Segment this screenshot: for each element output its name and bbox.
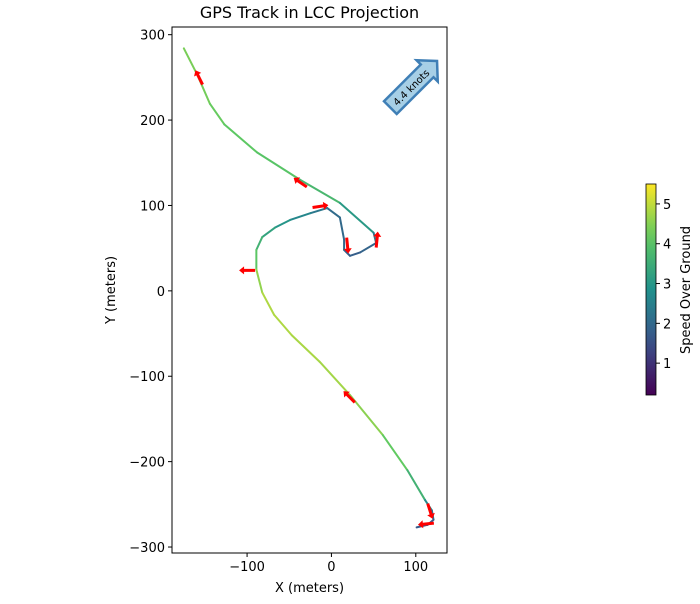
track-segment bbox=[359, 242, 378, 254]
heading-arrow-shape bbox=[343, 237, 352, 254]
plot-frame bbox=[171, 26, 448, 554]
annotation-arrow-icon bbox=[382, 58, 440, 116]
heading-arrow bbox=[343, 391, 356, 404]
y-tick-label: 0 bbox=[157, 285, 165, 300]
heading-arrow-shape bbox=[373, 231, 382, 248]
heading-arrow bbox=[343, 237, 352, 254]
y-tick-label: −200 bbox=[129, 456, 165, 471]
track-segment bbox=[406, 469, 427, 502]
track-segment bbox=[338, 216, 346, 241]
y-tick-label: 300 bbox=[140, 29, 165, 44]
track-segment bbox=[343, 248, 351, 257]
x-tick-label: −100 bbox=[229, 560, 265, 575]
x-tick-label: 0 bbox=[327, 560, 335, 575]
track-segment bbox=[338, 201, 375, 234]
y-tick-label: −100 bbox=[129, 370, 165, 385]
x-tick-label: 100 bbox=[403, 560, 428, 575]
chart-title: GPS Track in LCC Projection bbox=[200, 3, 419, 22]
heading-arrow-shape bbox=[417, 520, 435, 529]
heading-arrow-shape bbox=[426, 503, 435, 519]
track-segment bbox=[261, 291, 276, 316]
track-segment bbox=[273, 218, 292, 229]
track-segment bbox=[290, 334, 321, 363]
colorbar-tick-label: 1 bbox=[663, 357, 671, 372]
track-segment bbox=[273, 313, 293, 337]
x-axis-label: X (meters) bbox=[275, 581, 344, 596]
colorbar-tick-label: 5 bbox=[663, 198, 671, 213]
heading-arrow bbox=[417, 520, 435, 529]
heading-arrow-shape bbox=[194, 70, 204, 86]
y-tick-label: −300 bbox=[129, 541, 165, 556]
track-segment bbox=[289, 212, 312, 221]
track-segment bbox=[348, 251, 362, 257]
heading-arrow-shape bbox=[293, 177, 308, 189]
colorbar bbox=[645, 183, 657, 396]
heading-arrow-shape bbox=[312, 201, 329, 210]
track-segment bbox=[255, 236, 264, 251]
y-tick-label: 100 bbox=[140, 199, 165, 214]
heading-arrow bbox=[239, 266, 256, 275]
track-segment bbox=[256, 151, 302, 181]
colorbar-tick-label: 3 bbox=[663, 278, 671, 293]
track-segment bbox=[182, 47, 199, 76]
heading-arrow bbox=[426, 503, 435, 519]
track-segment bbox=[326, 207, 341, 219]
y-axis-label: Y (meters) bbox=[104, 256, 119, 325]
heading-arrow-shape bbox=[343, 391, 356, 404]
track-segment bbox=[208, 102, 226, 126]
speed-annotation: 4.4 knots bbox=[382, 58, 440, 116]
track-segment bbox=[261, 226, 276, 239]
track-segment bbox=[381, 434, 409, 472]
colorbar-label: Speed Over Ground bbox=[679, 226, 694, 354]
colorbar-tick-label: 2 bbox=[663, 317, 671, 332]
heading-arrow-shape bbox=[239, 266, 256, 275]
heading-arrow bbox=[293, 177, 308, 189]
track-segment bbox=[299, 178, 341, 204]
track-segment bbox=[255, 268, 264, 294]
track-segment bbox=[318, 360, 351, 397]
colorbar-tick-label: 4 bbox=[663, 238, 671, 253]
track-segment bbox=[223, 123, 259, 154]
heading-arrow bbox=[194, 70, 204, 86]
heading-arrow bbox=[373, 231, 382, 248]
heading-arrow bbox=[312, 201, 329, 210]
y-tick-label: 200 bbox=[140, 114, 165, 129]
